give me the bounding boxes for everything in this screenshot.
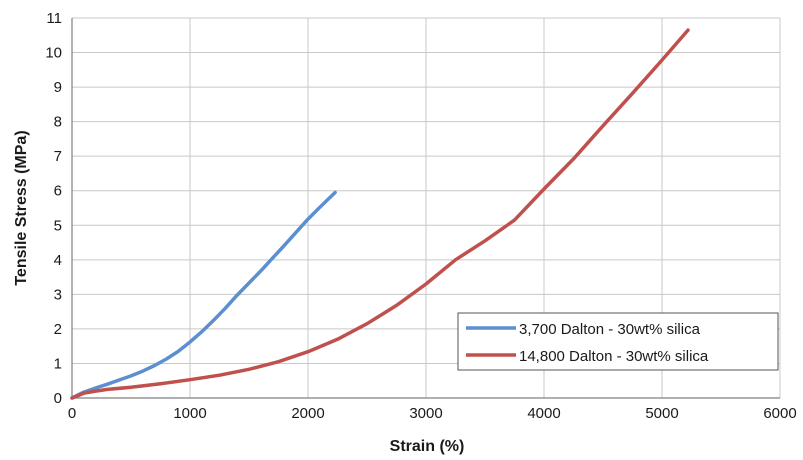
series-line-2 [70,28,690,400]
y-tick-labels: 0 1 2 3 4 5 6 7 8 9 10 11 [45,10,62,407]
y-tick-label: 6 [54,183,62,200]
axes [71,18,780,399]
y-tick-label: 3 [54,286,62,303]
legend-box [457,312,779,371]
y-tick-label: 5 [54,217,62,234]
x-tick-label: 2000 [291,405,324,422]
x-tick-label: 0 [68,405,76,422]
y-tick-label: 4 [54,252,62,269]
y-tick-label: 11 [46,10,62,27]
y-tick-label: 7 [54,148,62,165]
x-tick-label: 4000 [527,405,560,422]
y-tick-label: 10 [45,45,62,62]
x-tick-label: 5000 [645,405,678,422]
y-tick-label: 0 [54,390,62,407]
series-line-1 [70,190,337,400]
y-axis-title: Tensile Stress (MPa) [13,130,30,285]
grid [72,17,781,398]
y-tick-label: 1 [54,355,62,372]
legend-label-series-1: 3,700 Dalton - 30wt% silica [519,321,701,338]
y-tick-label: 8 [54,114,62,131]
legend: 3,700 Dalton - 30wt% silica 14,800 Dalto… [457,312,779,371]
x-tick-label: 6000 [763,405,796,422]
x-tick-label: 1000 [173,405,206,422]
series-layer [70,28,690,400]
y-tick-label: 9 [54,79,62,96]
y-tick-label: 2 [54,321,62,338]
x-tick-labels: 0 1000 2000 3000 4000 5000 6000 [68,405,797,422]
x-axis-title: Strain (%) [390,438,465,455]
x-tick-label: 3000 [409,405,442,422]
legend-label-series-2: 14,800 Dalton - 30wt% silica [519,348,709,365]
